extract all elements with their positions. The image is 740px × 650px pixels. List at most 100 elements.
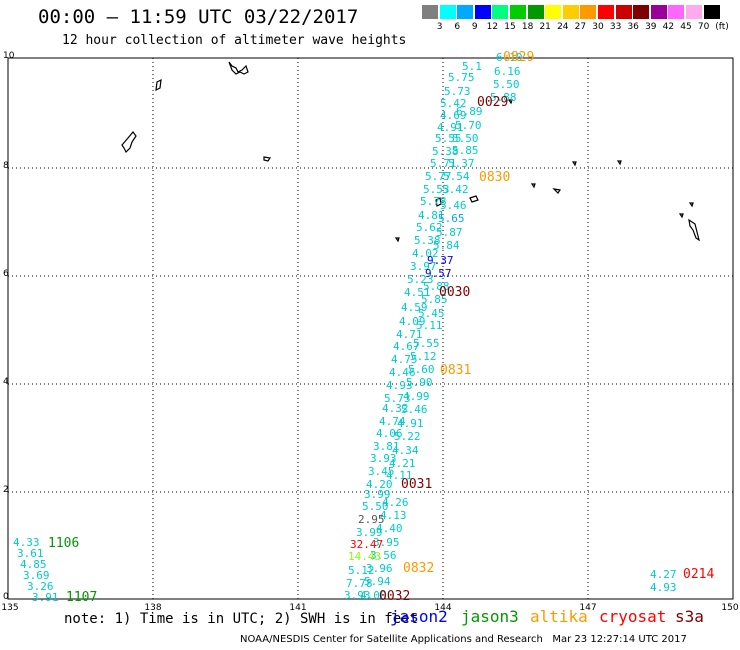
wave-height-value: 3.45 [368, 465, 395, 478]
legend-label: 9 [471, 22, 478, 32]
wave-height-value: 5.12 [348, 564, 375, 577]
wave-height-value: 5.54 [443, 170, 470, 183]
wave-height-value: 4.20 [366, 478, 393, 491]
lon-label: 150 [721, 603, 739, 613]
legend-label: 36 [627, 22, 639, 32]
wave-height-value: 4.93 [650, 581, 677, 594]
legend-swatch [545, 5, 562, 19]
lon-label: 144 [434, 603, 452, 613]
wave-height-value: 5.94 [364, 575, 391, 588]
wave-height-value: 3.93 [370, 452, 397, 465]
legend-label: 21 [539, 22, 551, 32]
legend-swatch [492, 5, 509, 19]
pass-time-label: 1107 [66, 590, 98, 605]
island-outline [571, 161, 577, 167]
pass-time-label: 0829 [503, 50, 535, 65]
legend-swatch [615, 5, 632, 19]
wave-height-value: 9.37 [427, 254, 454, 267]
wave-height-value: 5.46 [440, 199, 467, 212]
wave-height-value: 4.34 [392, 444, 419, 457]
wave-height-value: 3.91 [32, 591, 59, 604]
wave-height-value: 3.56 [370, 549, 397, 562]
lat-label: 6 [3, 269, 9, 279]
island-outline [530, 183, 536, 189]
island-outline [435, 197, 442, 207]
island-outline [228, 61, 249, 75]
map-subtitle: 12 hour collection of altimeter wave hei… [62, 33, 407, 48]
satellite-label-jason2: jason2 [390, 607, 448, 626]
wave-height-value: 3.69 [23, 569, 50, 582]
legend-swatch [422, 5, 438, 19]
wave-height-value: 4.02 [412, 247, 439, 260]
satellite-label-s3a: s3a [675, 607, 704, 626]
map-title: 00:00 – 11:59 UTC 03/22/2017 [38, 6, 359, 28]
legend-label: 24 [557, 22, 569, 32]
wave-height-value: 5.71 [430, 157, 457, 170]
map-frame [7, 57, 734, 600]
lon-label: 141 [289, 603, 307, 613]
island-outline [678, 213, 684, 219]
wave-height-value: 4.69 [440, 109, 467, 122]
wave-height-value: 4.46 [389, 366, 416, 379]
wave-height-value: 6.16 [494, 65, 521, 78]
wave-height-value: 5.50 [493, 78, 520, 91]
island-outline [688, 202, 694, 208]
wave-height-value: 5.37 [448, 157, 475, 170]
wave-height-value: 5.85 [421, 293, 448, 306]
pass-time-label: 0029 [477, 95, 509, 110]
wave-height-value: 3.97 [410, 260, 437, 273]
wave-height-value: 3.99 [356, 526, 383, 539]
legend-swatch [650, 5, 667, 19]
island-outline [155, 78, 162, 92]
legend-swatch [457, 5, 474, 19]
island-outline [121, 131, 137, 154]
wave-height-value: 3.95 [373, 536, 400, 549]
lon-label: 135 [1, 603, 19, 613]
legend-swatch [439, 5, 456, 19]
island-outline [688, 218, 700, 242]
pass-time-label: 0032 [379, 589, 411, 604]
island-outline [552, 188, 562, 194]
legend-swatch [527, 5, 544, 19]
wave-height-value: 5.42 [440, 97, 467, 110]
wave-height-value: 4.32 [382, 402, 409, 415]
wave-height-value: 5.70 [455, 119, 482, 132]
wave-height-value: 5.38 [432, 145, 459, 158]
wave-height-value: 7.78 [346, 577, 373, 590]
wave-height-value: 5.85 [452, 144, 479, 157]
wave-height-value: 14.43 [348, 550, 382, 563]
legend-label: 27 [574, 22, 587, 32]
legend-swatch [510, 5, 526, 19]
legend-label: 15 [504, 22, 516, 32]
pass-time-label: 0832 [403, 561, 435, 576]
legend-swatch [562, 5, 579, 19]
wave-height-value: 5.88 [490, 91, 517, 104]
legend-label: 30 [592, 22, 604, 32]
wave-height-value: 6.89 [456, 105, 483, 118]
island-outline [507, 99, 513, 105]
wave-height-value: 4.33 [13, 536, 40, 549]
wave-height-value: 4.40 [376, 522, 403, 535]
wave-height-value: 5.38 [414, 234, 441, 247]
wave-height-value: 3.26 [27, 580, 54, 593]
wave-height-value: 4.74 [379, 415, 406, 428]
wave-height-value: 4.09 [399, 315, 426, 328]
footer-note: note: 1) Time is in UTC; 2) SWH is in fe… [64, 611, 419, 627]
legend-unit: (ft) [715, 22, 729, 32]
wave-height-value: 4.00 [360, 589, 387, 602]
wave-height-value: 4.26 [382, 496, 409, 509]
wave-height-value: 3.93 [344, 589, 371, 602]
wave-height-value: 4.67 [393, 340, 420, 353]
legend-swatch [686, 5, 702, 19]
legend-label: 33 [609, 22, 622, 32]
wave-height-value: 5.65 [438, 212, 465, 225]
wave-height-value: 5.53 [423, 183, 450, 196]
coastlines [121, 61, 700, 243]
credit-line: NOAA/NESDIS Center for Satellite Applica… [240, 634, 687, 645]
island-outline [616, 160, 622, 166]
island-outline [263, 156, 272, 162]
wave-height-value: 4.11 [386, 469, 413, 482]
lat-label: 8 [3, 161, 9, 171]
wave-height-value: 4.59 [401, 301, 428, 314]
lat-label: 2 [3, 485, 9, 495]
